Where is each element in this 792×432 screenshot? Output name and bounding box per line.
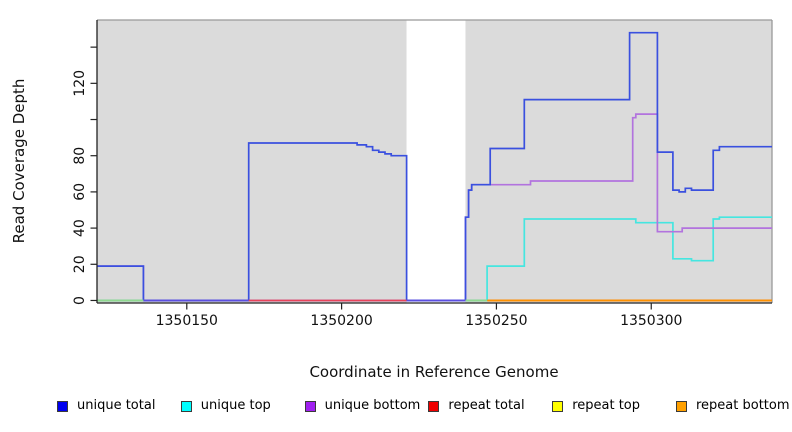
legend-swatch xyxy=(57,400,68,412)
covered-region-left xyxy=(97,20,407,303)
plot-background xyxy=(97,19,773,303)
y-tick-label: 0 xyxy=(72,296,88,305)
axes: 1350150 1350200 1350250 1350300 0 20 40 60 80 120 xyxy=(72,20,772,329)
legend-swatch xyxy=(304,400,316,412)
legend-item-repeat-bottom: repeat bottom xyxy=(676,398,790,414)
y-tick-label: 120 xyxy=(72,70,88,97)
legend-item-unique-bottom: unique bottom xyxy=(304,398,421,414)
x-tick-label: 1350300 xyxy=(620,313,682,329)
coverage-chart: 1350150 1350200 1350250 1350300 0 20 40 60 80 120… xyxy=(10,19,773,381)
y-tick-label: 80 xyxy=(72,147,88,165)
legend-swatch xyxy=(676,400,687,412)
legend-label: repeat total xyxy=(448,398,525,413)
legend-label: unique total xyxy=(77,398,156,413)
legend: unique total unique top unique bottom repea… xyxy=(0,398,792,418)
legend-label: unique top xyxy=(200,398,271,413)
legend-label: unique bottom xyxy=(324,398,421,413)
legend-item-unique-total: unique total xyxy=(57,398,155,414)
covered-region-right xyxy=(465,20,772,303)
legend-swatch xyxy=(428,400,440,412)
no-data-gap xyxy=(406,20,466,303)
legend-item-repeat-total: repeat total xyxy=(428,398,525,414)
y-tick-label: 60 xyxy=(72,183,88,201)
x-axis-title: Coordinate in Reference Genome xyxy=(309,363,558,381)
legend-swatch xyxy=(552,400,564,412)
series-unique-top xyxy=(97,216,772,302)
y-tick-label: 20 xyxy=(72,255,88,273)
y-tick-label: 40 xyxy=(72,219,88,237)
y-axis-title: Read Coverage Depth xyxy=(10,79,28,244)
legend-label: repeat bottom xyxy=(696,398,790,413)
legend-item-unique-top: unique top xyxy=(180,398,271,414)
legend-label: repeat top xyxy=(572,398,640,413)
x-tick-label: 1350250 xyxy=(465,313,527,329)
series-unique-total xyxy=(97,31,772,302)
legend-item-repeat-top: repeat top xyxy=(552,398,640,414)
x-tick-label: 1350150 xyxy=(156,313,218,329)
x-tick-label: 1350200 xyxy=(310,313,372,329)
legend-swatch xyxy=(180,400,192,412)
